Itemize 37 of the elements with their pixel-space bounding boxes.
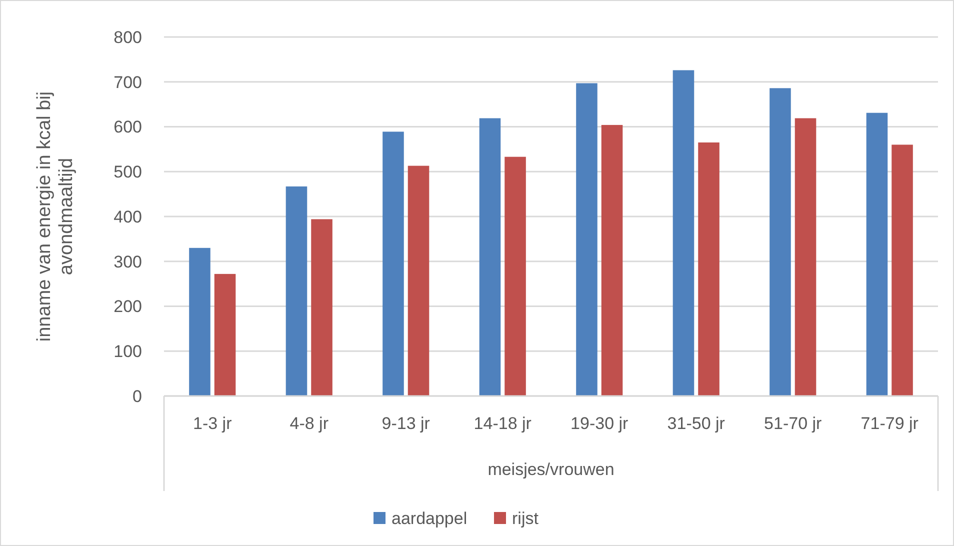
- bar: [382, 132, 404, 396]
- bar: [479, 118, 501, 396]
- bar: [672, 70, 694, 396]
- x-tick-label: 14-18 jr: [474, 414, 532, 433]
- bar: [214, 274, 236, 396]
- bar: [311, 219, 332, 396]
- bar: [892, 144, 913, 396]
- bar: [866, 112, 888, 396]
- x-axis-title: meisjes/vrouwen: [488, 460, 614, 479]
- x-tick-label: 4-8 jr: [290, 414, 329, 433]
- x-tick-label: 9-13 jr: [382, 414, 430, 433]
- bar: [286, 186, 308, 396]
- x-tick-label: 19-30 jr: [570, 414, 629, 433]
- y-tick-label: 500: [114, 162, 142, 182]
- y-tick-label: 100: [114, 342, 142, 362]
- x-tick-label: 71-79 jr: [860, 414, 919, 433]
- bar: [601, 124, 623, 396]
- legend-label: rijst: [512, 508, 539, 528]
- y-tick-label: 700: [114, 72, 142, 92]
- bar: [698, 142, 720, 396]
- bar: [504, 156, 526, 396]
- y-tick-label: 300: [114, 252, 142, 272]
- y-axis-title: inname van energie in kcal bij avondmaaltijd: [34, 91, 77, 342]
- bar: [794, 118, 816, 396]
- y-tick-label: 800: [114, 28, 142, 47]
- x-tick-label: 31-50 jr: [667, 414, 726, 433]
- bar: [576, 83, 598, 396]
- y-tick-label: 400: [114, 207, 142, 226]
- x-tick-label: 51-70 jr: [764, 414, 822, 433]
- bar: [770, 88, 791, 396]
- bar: [408, 166, 430, 396]
- x-tick-label: 1-3 jr: [193, 414, 232, 433]
- legend-label: aardappel: [392, 508, 468, 528]
- y-tick-label: 0: [132, 386, 142, 406]
- y-tick-label: 200: [114, 297, 142, 316]
- y-tick-label: 600: [114, 118, 142, 137]
- bar: [189, 248, 210, 396]
